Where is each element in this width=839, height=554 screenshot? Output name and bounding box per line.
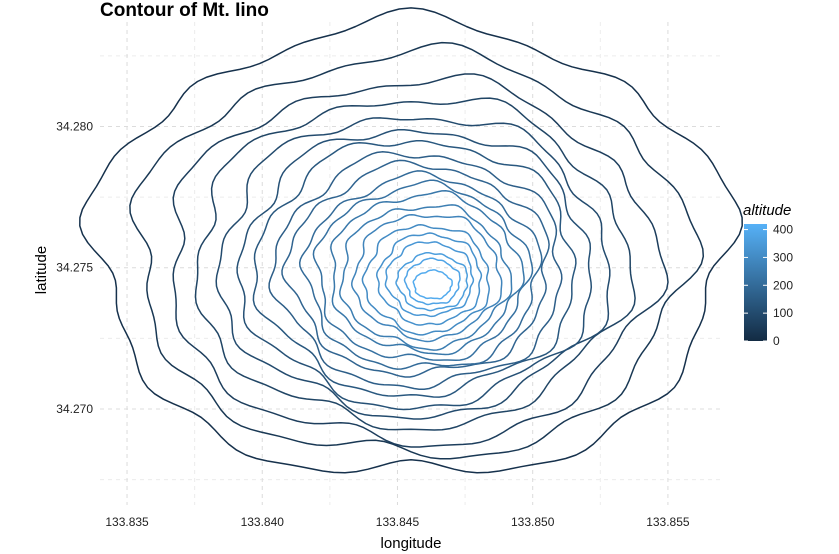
y-axis-ticks: 34.270 34.275 34.280	[56, 120, 93, 416]
x-tick-label: 133.845	[376, 515, 420, 529]
x-tick-label: 133.835	[105, 515, 149, 529]
legend-label: 300	[773, 250, 793, 264]
contour-line	[172, 73, 669, 448]
contour-line	[376, 232, 483, 326]
contour-line	[384, 241, 475, 318]
y-tick-label: 34.275	[56, 261, 93, 275]
contour-line	[312, 179, 534, 361]
contour-line	[412, 269, 453, 300]
x-tick-label: 133.840	[241, 515, 285, 529]
contour-line	[339, 204, 513, 351]
contour-line	[330, 189, 525, 356]
contour-line	[129, 41, 705, 460]
legend-title: altitude	[743, 202, 791, 219]
contour-line	[361, 224, 490, 336]
legend-label: 400	[773, 223, 793, 237]
legend-label: 200	[773, 278, 793, 292]
contour-line	[395, 251, 469, 312]
x-axis-ticks: 133.835 133.840 133.845 133.850 133.855	[105, 515, 690, 529]
contour-line	[236, 128, 593, 411]
x-axis-title: longitude	[381, 535, 442, 552]
contour-line	[215, 117, 611, 420]
contour-line	[403, 257, 461, 306]
legend-colorbar	[744, 224, 767, 341]
contour-lines	[79, 7, 743, 474]
contour-line	[268, 151, 563, 391]
contour-line	[79, 7, 743, 474]
legend-label: 0	[773, 334, 780, 348]
contour-line	[252, 139, 577, 398]
grid-lines	[100, 22, 722, 505]
contour-line	[351, 213, 503, 343]
contour-line	[298, 170, 543, 370]
chart-title: Contour of Mt. Iino	[100, 0, 269, 21]
contour-line	[281, 159, 550, 378]
y-tick-label: 34.280	[56, 120, 93, 134]
y-tick-label: 34.270	[56, 402, 93, 416]
y-axis-title: latitude	[33, 246, 50, 294]
legend: altitude 400 300 200 100 0	[743, 202, 793, 348]
legend-ticks: 400 300 200 100 0	[744, 223, 793, 348]
x-tick-label: 133.850	[511, 515, 555, 529]
legend-label: 100	[773, 306, 793, 320]
x-tick-label: 133.855	[646, 515, 690, 529]
contour-line	[194, 97, 636, 431]
